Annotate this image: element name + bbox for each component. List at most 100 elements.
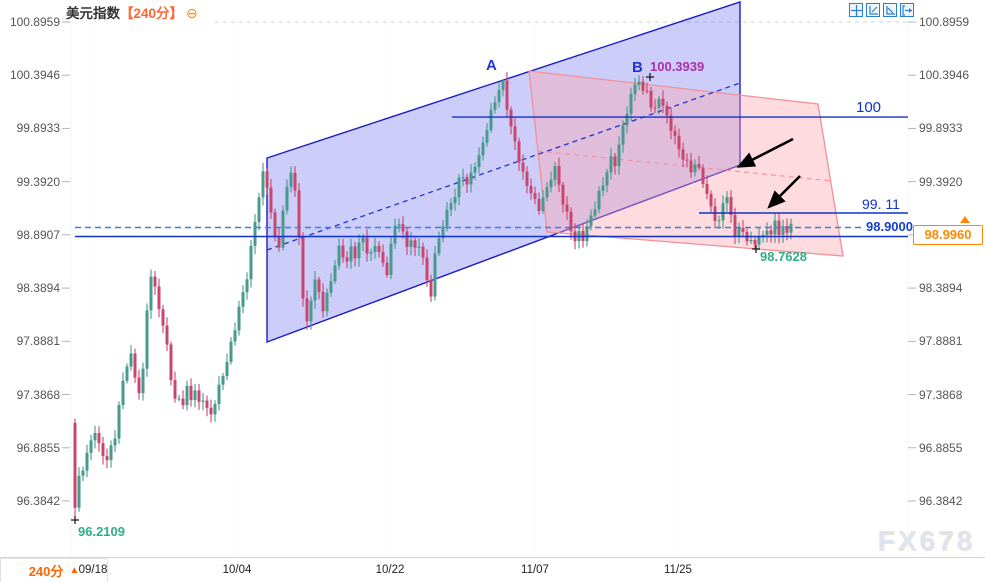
candle-body — [337, 245, 341, 266]
candle-body — [609, 156, 613, 173]
candle-body — [381, 252, 385, 263]
y-axis-label: 99.8933 — [16, 121, 60, 136]
candle-body — [293, 172, 297, 191]
candle-body — [469, 172, 473, 185]
candle-body — [393, 225, 397, 244]
candle-body — [641, 81, 645, 91]
candle-body — [749, 240, 753, 242]
candle-body — [685, 159, 689, 161]
candle-body — [445, 209, 449, 227]
candle-body — [501, 80, 505, 91]
candle-body — [533, 193, 537, 199]
candle-body — [85, 452, 89, 471]
fit-scale-right-icon[interactable] — [883, 3, 897, 17]
annotation-label: B — [632, 59, 643, 76]
candle-body — [93, 433, 97, 441]
candle-body — [421, 246, 425, 258]
candle-body — [281, 210, 285, 248]
symbol-name: 美元指数 — [66, 6, 120, 21]
candle-body — [233, 330, 237, 342]
candle-body — [137, 377, 141, 394]
reset-view-icon[interactable] — [900, 3, 914, 17]
candle-body — [261, 171, 265, 198]
candle-body — [681, 149, 685, 160]
candle-body — [697, 164, 701, 168]
candle-body — [209, 407, 213, 415]
candle-body — [309, 300, 313, 322]
candle-body — [121, 380, 125, 406]
candle-body — [765, 230, 769, 235]
y-axis-label: 97.8881 — [16, 334, 60, 349]
candle-body — [321, 291, 325, 312]
annotation-label: 100.3939 — [650, 59, 705, 74]
candle-body — [473, 166, 477, 173]
candle-body — [273, 212, 277, 236]
candle-body — [673, 130, 677, 136]
x-axis-date-label: 10/22 — [375, 564, 405, 576]
candle-body — [565, 204, 569, 212]
chart-title: 美元指数【240分】 ⊖ — [66, 2, 198, 22]
candle-body — [109, 445, 113, 461]
candle-body — [213, 403, 217, 415]
collapse-minus-circle-icon[interactable]: ⊖ — [186, 5, 198, 21]
candle-body — [317, 279, 321, 292]
candle-body — [173, 380, 177, 399]
black-arrow — [767, 175, 801, 209]
candle-body — [437, 238, 441, 254]
candle-body — [145, 310, 149, 369]
y-axis-label: 96.3842 — [16, 493, 60, 508]
candle-body — [449, 203, 453, 210]
fit-scale-left-icon[interactable] — [866, 3, 880, 17]
candle-body — [517, 141, 521, 163]
candle-body — [485, 130, 489, 143]
candle-body — [553, 165, 557, 180]
candle-body — [549, 179, 553, 188]
y-axis-label: 96.3842 — [919, 493, 963, 508]
blue-channel-midline — [266, 82, 741, 251]
candle-body — [409, 240, 413, 247]
y-axis-label: 100.8959 — [9, 15, 60, 29]
candle-body — [289, 172, 293, 187]
candle-body — [217, 384, 221, 404]
candlesticks — [73, 72, 793, 520]
candle-body — [345, 257, 349, 262]
y-axis-label: 100.3946 — [9, 68, 60, 83]
y-axis-label: 96.8855 — [919, 440, 963, 455]
candle-body — [481, 142, 485, 156]
candle-body — [781, 226, 785, 235]
candle-body — [693, 164, 697, 173]
candle-body — [653, 107, 657, 109]
y-axis-label: 98.3894 — [16, 281, 60, 296]
y-axis-label: 100.8959 — [919, 15, 970, 29]
candle-body — [397, 224, 401, 226]
pan-tool-icon[interactable] — [849, 3, 863, 17]
candle-body — [617, 144, 621, 167]
candle-body — [269, 187, 273, 213]
candle-body — [205, 400, 209, 408]
candle-body — [125, 366, 129, 381]
candle-body — [201, 400, 205, 402]
candle-body — [569, 211, 573, 232]
candle-body — [505, 80, 509, 110]
y-axis-label: 99.3920 — [919, 174, 963, 189]
y-axis-label: 99.3920 — [16, 174, 60, 189]
pink-downward-channel — [528, 70, 844, 257]
candle-body — [541, 197, 545, 211]
candle-body — [245, 279, 249, 293]
candle-body — [221, 375, 225, 385]
interval-selector[interactable]: 240分 ▲ — [0, 558, 108, 582]
candle-body — [769, 230, 773, 235]
y-axis-label: 99.8933 — [919, 121, 963, 136]
candle-body — [249, 245, 253, 280]
candle-body — [729, 197, 733, 215]
candle-body — [513, 126, 517, 142]
candle-body — [229, 341, 233, 362]
candle-body — [401, 224, 405, 232]
annotation-label: 98.9000 — [866, 219, 913, 234]
horizontal-price-lines — [75, 116, 908, 238]
candle-body — [169, 344, 173, 381]
candle-body — [521, 162, 525, 172]
candle-body — [333, 265, 337, 282]
candle-body — [365, 237, 369, 254]
